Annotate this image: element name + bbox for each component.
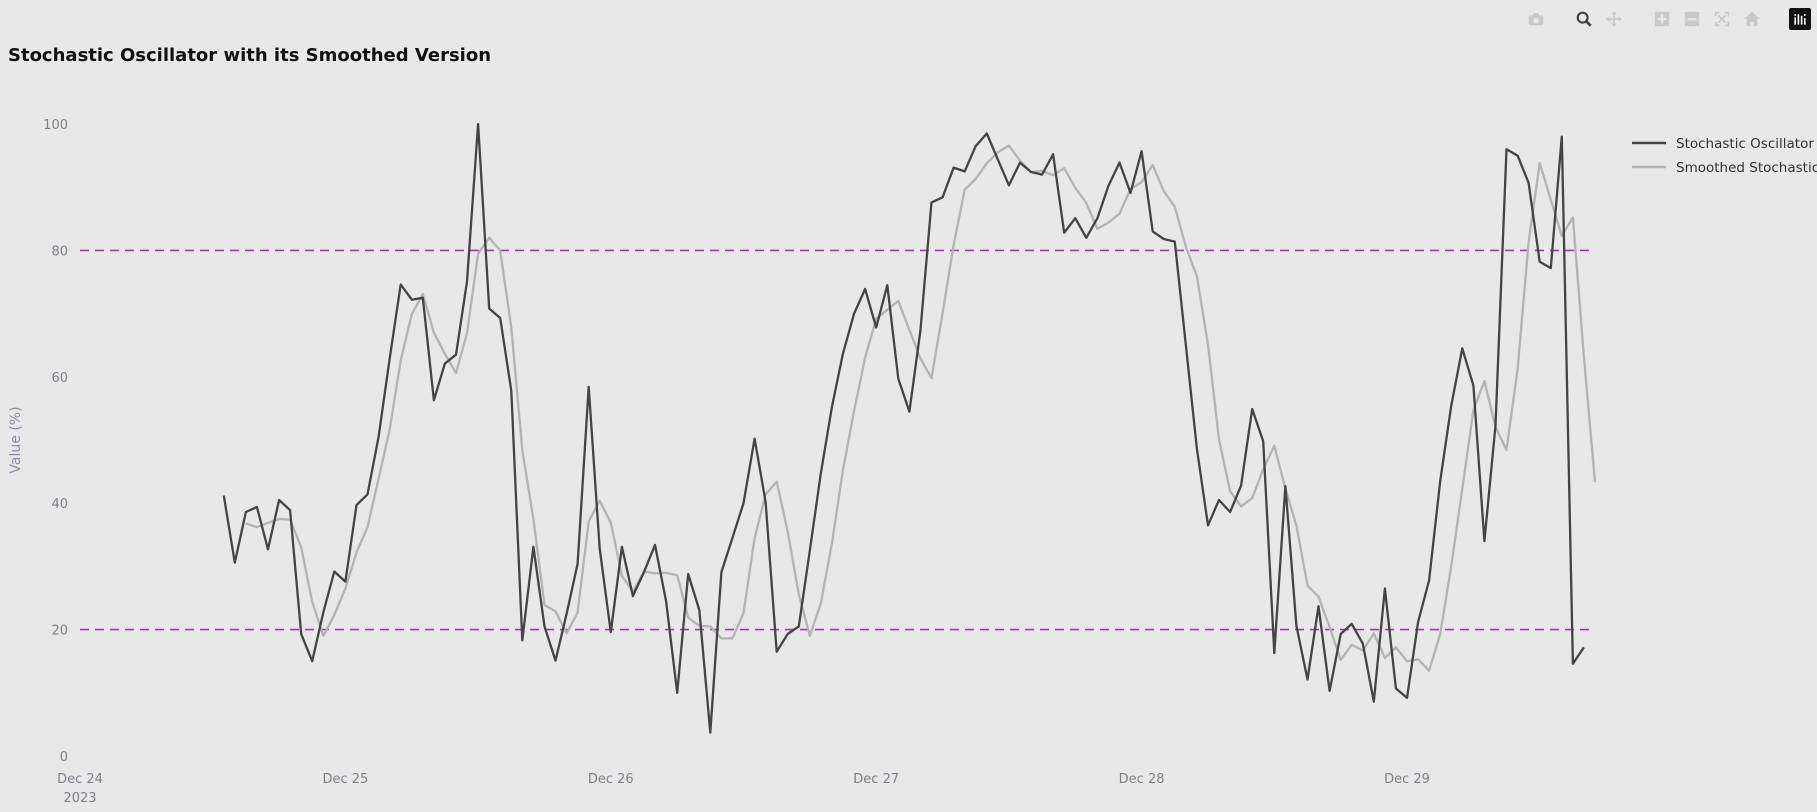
x-tick-label: Dec 24 xyxy=(57,772,103,787)
chart-title: Stochastic Oscillator with its Smoothed … xyxy=(8,45,491,66)
y-tick-label: 0 xyxy=(60,750,68,765)
home-icon[interactable] xyxy=(1741,8,1763,30)
x-tick-label: Dec 28 xyxy=(1119,772,1165,787)
camera-icon[interactable] xyxy=(1525,8,1547,30)
y-axis-title: Value (%) xyxy=(8,406,24,473)
y-tick-label: 40 xyxy=(51,497,68,512)
legend-label-smoothed[interactable]: Smoothed Stochastic xyxy=(1676,160,1817,176)
x-tick-sublabel: 2023 xyxy=(63,791,96,806)
y-tick-label: 20 xyxy=(51,624,68,639)
legend[interactable]: Stochastic Oscillator Smoothed Stochasti… xyxy=(1632,136,1817,176)
x-tick-label: Dec 27 xyxy=(853,772,899,787)
y-tick-label: 80 xyxy=(51,244,68,259)
x-tick-label: Dec 25 xyxy=(322,772,368,787)
zoom-out-icon[interactable] xyxy=(1681,8,1703,30)
series-line-stochastic[interactable] xyxy=(222,122,1585,734)
y-tick-label: 60 xyxy=(51,371,68,386)
x-tick-label: Dec 26 xyxy=(588,772,634,787)
series-line-smoothed[interactable] xyxy=(245,144,1597,672)
zoom-icon[interactable] xyxy=(1573,8,1595,30)
x-tick-label: Dec 29 xyxy=(1384,772,1430,787)
pan-icon[interactable] xyxy=(1603,8,1625,30)
y-tick-label: 100 xyxy=(43,118,68,133)
modebar xyxy=(1525,8,1811,30)
zoom-in-icon[interactable] xyxy=(1651,8,1673,30)
legend-label-stochastic[interactable]: Stochastic Oscillator xyxy=(1676,136,1814,152)
plotly-logo-icon[interactable] xyxy=(1789,8,1811,30)
plot-layer[interactable]: 0 20 40 60 80 100 Dec 24 2023 Dec 25 Dec 26 Dec 27… xyxy=(43,118,1597,806)
autoscale-icon[interactable] xyxy=(1711,8,1733,30)
